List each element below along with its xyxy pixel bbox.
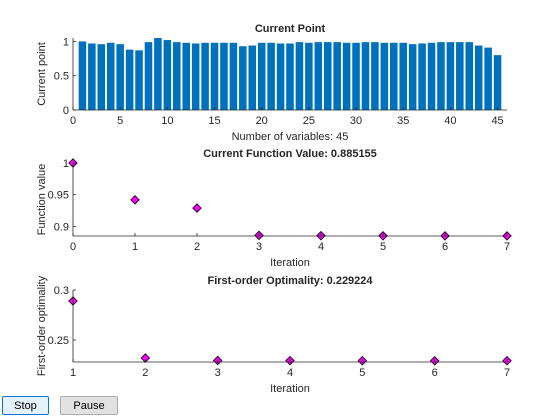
bar: [323, 42, 332, 110]
bar: [456, 42, 464, 110]
bar: [163, 40, 172, 110]
y-axis-label: Current point: [36, 42, 48, 106]
y-tick-label: 0.3: [54, 285, 69, 297]
data-point: [192, 203, 202, 213]
bar: [399, 42, 407, 110]
bar: [229, 42, 238, 110]
x-axis-label: Number of variables: 45: [232, 131, 349, 143]
bar: [314, 42, 323, 110]
x-tick-label: 40: [444, 115, 456, 127]
bar: [342, 42, 351, 110]
bar: [390, 42, 398, 110]
x-tick-label: 7: [504, 367, 510, 379]
y-tick-label: 0.25: [48, 335, 69, 347]
x-tick-label: 25: [303, 115, 315, 127]
x-tick-label: 1: [70, 367, 76, 379]
x-tick-label: 4: [318, 241, 324, 253]
bar: [191, 43, 200, 110]
pause-button[interactable]: Pause: [60, 396, 118, 415]
x-tick-label: 6: [442, 241, 448, 253]
x-tick-label: 0: [70, 115, 76, 127]
bar: [173, 42, 181, 110]
x-tick-label: 35: [397, 115, 409, 127]
y-tick-label: 1: [63, 158, 69, 170]
plot-title: Current Point: [255, 23, 326, 35]
y-tick-label: 0: [63, 105, 69, 117]
bar: [418, 43, 426, 110]
y-axis-label: Function value: [36, 164, 48, 236]
x-tick-label: 30: [350, 115, 362, 127]
x-tick-label: 10: [161, 115, 173, 127]
y-tick-label: 0.5: [54, 71, 69, 83]
bar: [220, 42, 228, 110]
x-tick-label: 4: [287, 367, 293, 379]
y-tick-label: 0.9: [54, 221, 69, 233]
bar: [493, 55, 502, 110]
bar: [144, 42, 153, 110]
x-tick-label: 1: [132, 241, 138, 253]
bar: [154, 38, 162, 110]
x-tick-label: 6: [432, 367, 438, 379]
bar: [437, 42, 445, 110]
bar: [106, 42, 115, 110]
bar: [295, 42, 304, 110]
stop-button[interactable]: Stop: [2, 396, 49, 415]
bar: [446, 42, 455, 110]
plot-2: Current Function Value: 0.885155 0 1 2 3 4 5 6 7…: [36, 148, 512, 269]
x-tick-label: 5: [359, 367, 365, 379]
x-axis-label: Iteration: [270, 257, 310, 269]
data-point: [130, 195, 140, 205]
bar: [474, 45, 483, 110]
bar: [380, 42, 389, 110]
bar: [484, 47, 492, 110]
plot-3: First-order Optimality: 0.229224 1 2 3 4 5 6 7 0…: [36, 275, 512, 395]
bar: [88, 43, 96, 110]
bar: [276, 43, 285, 110]
bar: [78, 41, 87, 110]
bar: [116, 44, 124, 110]
bar: [125, 49, 134, 110]
x-tick-label: 20: [256, 115, 268, 127]
bar: [239, 46, 247, 110]
bar: [201, 42, 209, 110]
bar: [210, 42, 219, 110]
bar: [267, 42, 275, 110]
x-tick-label: 45: [491, 115, 503, 127]
bar: [248, 45, 257, 110]
bar: [257, 42, 266, 110]
plot-title: Current Function Value: 0.885155: [203, 148, 377, 160]
x-tick-label: 3: [256, 241, 262, 253]
bar: [408, 44, 417, 110]
bar: [97, 44, 106, 110]
x-tick-label: 7: [504, 241, 510, 253]
bar: [352, 42, 360, 110]
x-tick-label: 3: [215, 367, 221, 379]
bar: [333, 42, 341, 110]
plot-title: First-order Optimality: 0.229224: [207, 275, 373, 287]
bar: [135, 50, 143, 110]
x-tick-label: 2: [142, 367, 148, 379]
x-tick-label: 5: [117, 115, 123, 127]
bar: [305, 42, 313, 110]
plot-1: Current Point 0 5 10 15 20 25 30 35 40 45 0 0.5 1 Numb…: [36, 23, 507, 143]
y-axis-label: First-order optimality: [36, 275, 48, 376]
y-tick-label: 1: [63, 36, 69, 48]
x-tick-label: 15: [208, 115, 220, 127]
bar: [465, 42, 474, 110]
bar: [182, 42, 190, 110]
x-tick-label: 5: [380, 241, 386, 253]
x-tick-label: 0: [70, 241, 76, 253]
bar: [427, 42, 436, 110]
y-tick-label: 0.95: [48, 190, 69, 202]
x-axis-label: Iteration: [270, 383, 310, 395]
bar: [286, 43, 294, 110]
bar: [361, 42, 370, 110]
bar: [371, 42, 379, 110]
x-tick-label: 2: [194, 241, 200, 253]
